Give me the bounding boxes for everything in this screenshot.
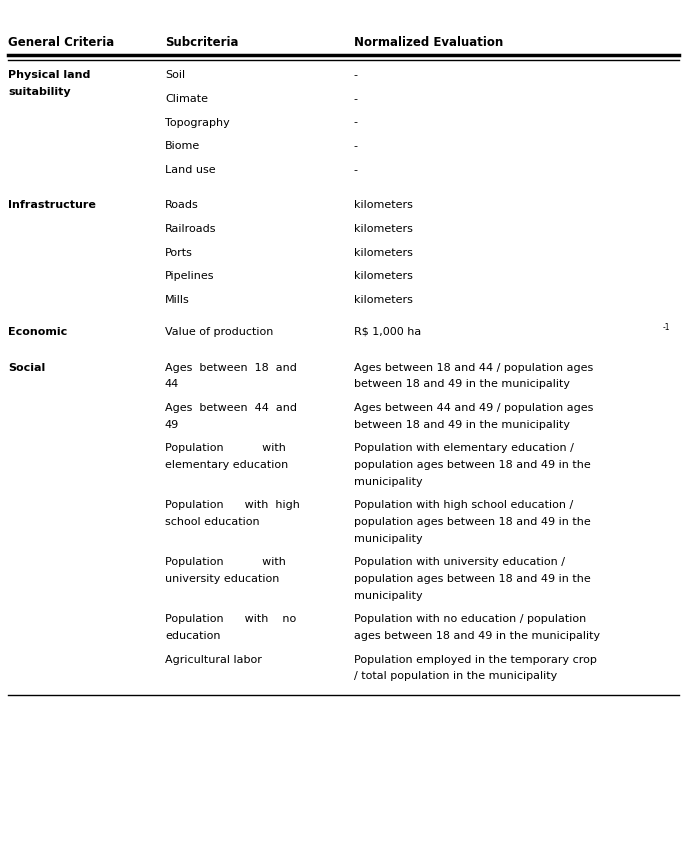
Text: Population           with: Population with [165,443,286,453]
Text: Value of production: Value of production [165,327,273,337]
Text: university education: university education [165,574,279,584]
Text: 49: 49 [165,420,179,430]
Text: Ages between 44 and 49 / population ages: Ages between 44 and 49 / population ages [354,402,593,413]
Text: / total population in the municipality: / total population in the municipality [354,671,557,681]
Text: municipality: municipality [354,476,423,486]
Text: Climate: Climate [165,94,208,104]
Text: Population with no education / population: Population with no education / populatio… [354,614,586,625]
Text: R$ 1,000 ha: R$ 1,000 ha [354,327,421,337]
Text: Agricultural labor: Agricultural labor [165,655,262,665]
Text: kilometers: kilometers [354,271,413,281]
Text: Population      with    no: Population with no [165,614,296,625]
Text: Physical land: Physical land [8,70,91,81]
Text: Population      with  high: Population with high [165,500,300,511]
Text: Land use: Land use [165,165,216,175]
Text: -1: -1 [662,323,670,332]
Text: General Criteria: General Criteria [8,36,115,49]
Text: Railroads: Railroads [165,224,216,234]
Text: 44: 44 [165,379,179,390]
Text: Population           with: Population with [165,557,286,567]
Text: education: education [165,631,221,641]
Text: population ages between 18 and 49 in the: population ages between 18 and 49 in the [354,517,591,527]
Text: suitability: suitability [8,88,71,97]
Text: population ages between 18 and 49 in the: population ages between 18 and 49 in the [354,460,591,470]
Text: kilometers: kilometers [354,200,413,210]
Text: Biome: Biome [165,141,200,151]
Text: Ages  between  44  and: Ages between 44 and [165,402,297,413]
Text: ages between 18 and 49 in the municipality: ages between 18 and 49 in the municipali… [354,631,600,641]
Text: -: - [354,118,358,128]
Text: municipality: municipality [354,534,423,544]
Text: municipality: municipality [354,590,423,601]
Text: between 18 and 49 in the municipality: between 18 and 49 in the municipality [354,420,570,430]
Text: Pipelines: Pipelines [165,271,214,281]
Text: Ages  between  18  and: Ages between 18 and [165,362,297,372]
Text: -: - [354,70,358,81]
Text: Population with high school education /: Population with high school education / [354,500,573,511]
Text: Subcriteria: Subcriteria [165,36,238,49]
Text: Social: Social [8,362,45,372]
Text: Mills: Mills [165,294,190,305]
Text: Economic: Economic [8,327,67,337]
Text: Ports: Ports [165,247,193,257]
Text: Soil: Soil [165,70,185,81]
Text: population ages between 18 and 49 in the: population ages between 18 and 49 in the [354,574,591,584]
Text: Roads: Roads [165,200,199,210]
Text: Topography: Topography [165,118,229,128]
Text: Infrastructure: Infrastructure [8,200,96,210]
Text: Population with elementary education /: Population with elementary education / [354,443,574,453]
Text: Population employed in the temporary crop: Population employed in the temporary cro… [354,655,597,665]
Text: -: - [354,141,358,151]
Text: kilometers: kilometers [354,294,413,305]
Text: kilometers: kilometers [354,247,413,257]
Text: elementary education: elementary education [165,460,288,470]
Text: between 18 and 49 in the municipality: between 18 and 49 in the municipality [354,379,570,390]
Text: Normalized Evaluation: Normalized Evaluation [354,36,503,49]
Text: Population with university education /: Population with university education / [354,557,565,567]
Text: school education: school education [165,517,260,527]
Text: Ages between 18 and 44 / population ages: Ages between 18 and 44 / population ages [354,362,593,372]
Text: kilometers: kilometers [354,224,413,234]
Text: -: - [354,94,358,104]
Text: -: - [354,165,358,175]
